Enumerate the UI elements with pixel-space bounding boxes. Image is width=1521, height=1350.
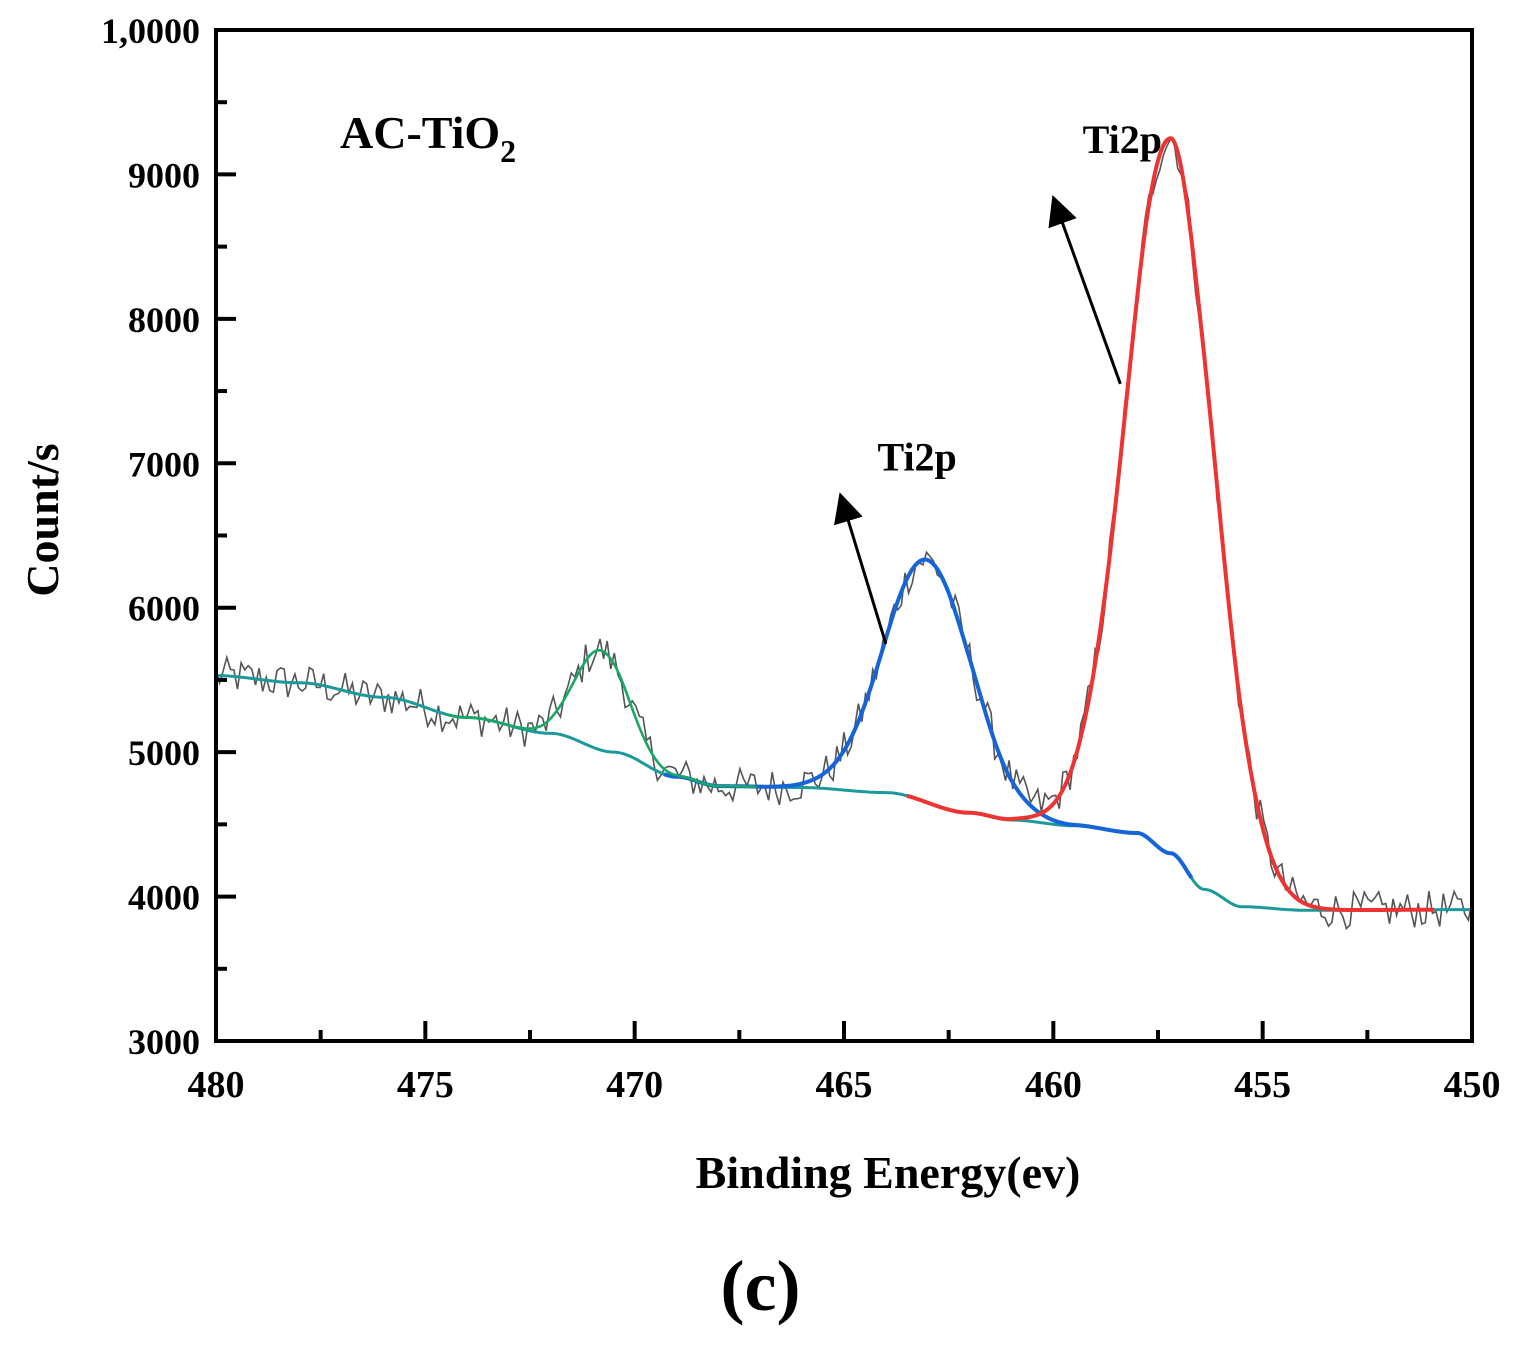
plot-frame [214,28,1474,1043]
y-tick-label: 9000 [128,155,200,195]
y-tick-label: 5000 [128,733,200,773]
x-tick-label: 465 [816,1064,873,1106]
y-tick-label: 4000 [128,878,200,918]
peak-annotation-arrow [1048,194,1122,385]
curves-layer [215,136,1473,931]
y-tick-label: 7000 [128,444,200,484]
y-tick-label: 6000 [128,589,200,629]
sample-label-subscript: 2 [500,133,516,169]
sample-label: AC-TiO2 [340,107,516,169]
background-line [216,674,1472,912]
ti2p-3-2-fit-curve [906,136,1435,912]
x-tick-label: 475 [397,1064,454,1106]
satellite-fit-curve [445,648,757,788]
y-tick-label: 1,0000 [101,11,200,51]
raw-data-line [215,137,1473,931]
y-tick-label: 3000 [128,1022,200,1062]
x-axis-label: Binding Energy(ev) [696,1147,1081,1198]
ti2p-1-2-fit-curve [663,557,1194,879]
x-tick-label: 460 [1025,1064,1082,1106]
x-tick-label: 470 [606,1064,663,1106]
y-axis-label: Count/s [17,443,68,596]
panel-label: (c) [720,1246,801,1326]
sample-label-main: AC-TiO [340,107,500,158]
peak-annotation-arrow [834,492,888,645]
y-tick-label: 8000 [128,300,200,340]
peak-annotation-label: Ti2p [877,435,956,480]
x-tick-label: 450 [1444,1064,1501,1106]
peak-annotation-label: Ti2p [1083,117,1162,162]
x-tick-label: 455 [1234,1064,1291,1106]
annotation-layer: Ti2p Ti2p [834,117,1162,645]
x-tick-label: 480 [188,1064,245,1106]
xps-chart: 480 475 470 465 460 455 450 3000 4000 5000 6000 700… [17,11,1501,1198]
ticks-layer: 480 475 470 465 460 455 450 3000 4000 5000 6000 700… [101,11,1501,1106]
